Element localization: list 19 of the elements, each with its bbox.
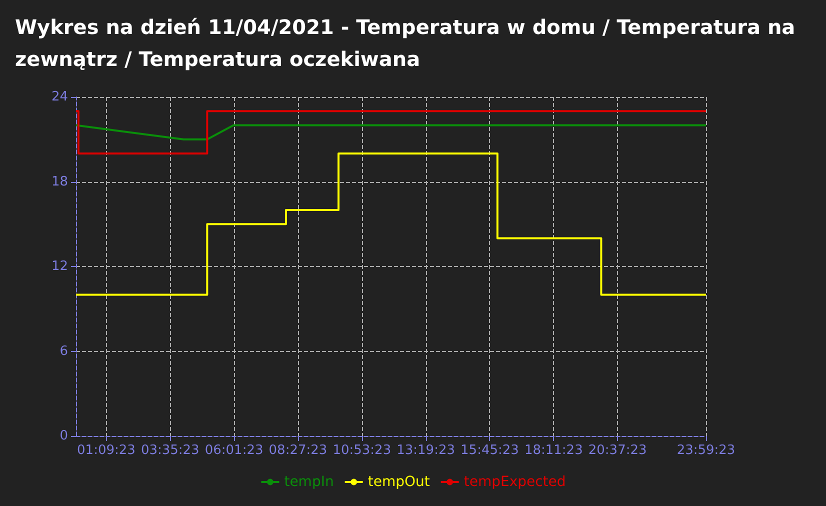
x-tick-label: 20:37:23 bbox=[588, 443, 647, 458]
x-tick-label: 06:01:23 bbox=[204, 443, 264, 458]
x-tick-label: 10:53:23 bbox=[332, 443, 392, 458]
x-tick-label: 23:59:23 bbox=[676, 443, 736, 458]
x-tick-label: 15:45:23 bbox=[460, 443, 519, 458]
y-tick-label: 0 bbox=[60, 428, 68, 444]
legend-label: tempExpected bbox=[464, 474, 566, 490]
x-tick-label: 18:11:23 bbox=[524, 443, 583, 458]
x-tick-label: 13:19:23 bbox=[396, 443, 455, 458]
legend-label: tempOut bbox=[368, 474, 430, 490]
x-tick-label: 08:27:23 bbox=[268, 443, 328, 458]
y-tick-label: 12 bbox=[51, 259, 68, 274]
y-tick-label: 18 bbox=[51, 174, 68, 190]
chart-title: Wykres na dzień 11/04/2021 - Temperatura w domu / Temperatura na zewnątrz / Temperatura oczekiwana bbox=[15, 15, 802, 71]
x-tick-label: 03:35:23 bbox=[140, 443, 200, 458]
y-tick-label: 24 bbox=[51, 90, 68, 104]
legend-label: tempIn bbox=[284, 474, 334, 490]
y-tick-label: 6 bbox=[60, 344, 68, 359]
x-tick-label: 01:09:23 bbox=[77, 443, 136, 458]
